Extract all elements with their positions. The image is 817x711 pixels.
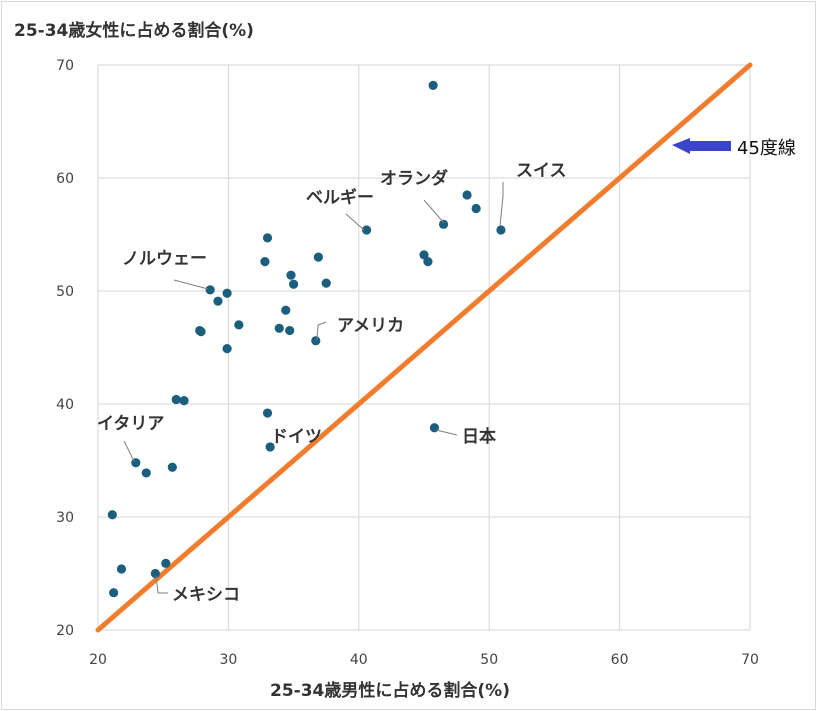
- reference-line-layer: [95, 62, 753, 633]
- annotation-leader: [435, 429, 458, 436]
- annotation-leader: [155, 575, 168, 594]
- data-point: [429, 423, 440, 433]
- reference-line-label: 45度線: [737, 138, 796, 159]
- data-point: [274, 323, 284, 333]
- annotation-label: イタリア: [97, 414, 164, 434]
- data-point: [171, 394, 181, 405]
- x-tick-label: 50: [480, 652, 498, 668]
- y-tick-label: 50: [56, 284, 74, 300]
- data-point: [313, 252, 323, 262]
- data-point: [222, 288, 232, 298]
- y-tick-label: 40: [56, 397, 74, 413]
- y-tick-label: 20: [56, 623, 74, 639]
- data-point: [311, 336, 321, 346]
- data-point: [234, 320, 244, 330]
- data-point: [213, 296, 223, 306]
- grid: [97, 64, 751, 631]
- x-tick-label: 70: [741, 652, 759, 668]
- pointer-arrow-icon: [672, 138, 731, 154]
- annotation-label: スイス: [516, 161, 567, 181]
- data-point: [262, 408, 273, 418]
- annotation-leader: [316, 321, 327, 341]
- data-point: [285, 325, 295, 336]
- x-tick-label: 30: [219, 652, 237, 668]
- x-tick-label: 60: [611, 652, 629, 668]
- data-point: [265, 442, 275, 452]
- data-point: [141, 468, 151, 478]
- data-point: [281, 305, 291, 315]
- data-point: [205, 285, 215, 295]
- data-point: [107, 510, 117, 520]
- x-tick-label: 40: [350, 652, 368, 668]
- annotation-label: ノルウェー: [122, 249, 207, 269]
- y-tick-label: 60: [56, 171, 74, 187]
- data-point: [161, 558, 171, 568]
- data-point: [131, 458, 141, 468]
- annotation-label: オランダ: [380, 168, 448, 189]
- annotation-leaders: [123, 182, 504, 594]
- data-point: [423, 257, 433, 267]
- data-point: [428, 80, 438, 90]
- data-point: [222, 344, 232, 354]
- data-point: [262, 233, 273, 243]
- y-tick-label: 30: [56, 510, 74, 526]
- chart-title: 25-34歳女性に占める割合(%): [14, 20, 254, 41]
- annotation-label: メキシコ: [172, 585, 240, 605]
- x-tick-label: 20: [89, 652, 107, 668]
- annotation-label: ベルギー: [306, 188, 374, 208]
- data-point: [362, 225, 372, 235]
- reference-line-callout: 45度線: [672, 138, 796, 159]
- data-point: [462, 190, 472, 200]
- annotation-label: 日本: [462, 426, 496, 447]
- annotation-leader: [173, 279, 209, 290]
- data-point: [286, 270, 296, 280]
- data-point: [167, 462, 177, 472]
- y-tick-label: 70: [56, 58, 74, 74]
- reference-line-45: [95, 62, 753, 633]
- data-points: [107, 80, 506, 598]
- data-point: [179, 396, 189, 406]
- annotation-label: アメリカ: [337, 316, 404, 336]
- annotation-leader: [499, 182, 504, 227]
- data-point: [321, 278, 331, 288]
- data-point: [116, 564, 127, 574]
- data-point: [289, 279, 299, 289]
- annotation-leader: [123, 440, 135, 462]
- data-point: [196, 327, 206, 337]
- data-point: [150, 568, 160, 579]
- data-point: [438, 219, 449, 229]
- x-axis-label: 25-34歳男性に占める割合(%): [270, 680, 510, 701]
- annotation-leader: [423, 199, 445, 224]
- tick-labels: 20 30 40 50 60 70 20 30 40 50 60 70: [56, 58, 759, 668]
- data-point: [471, 203, 481, 214]
- annotation-label: ドイツ: [271, 427, 322, 447]
- data-point: [260, 257, 270, 267]
- data-point: [419, 250, 429, 260]
- data-point: [496, 225, 506, 235]
- data-point: [109, 588, 119, 598]
- annotation-leader: [345, 213, 365, 231]
